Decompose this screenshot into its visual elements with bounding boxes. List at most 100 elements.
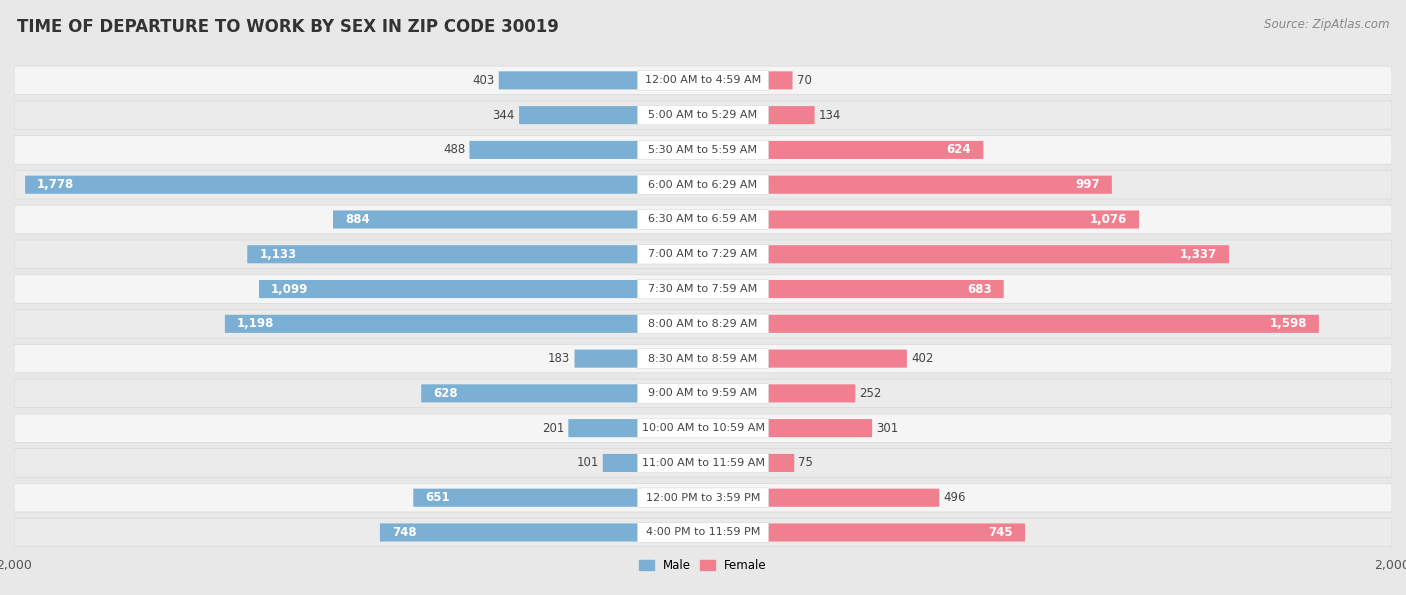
FancyBboxPatch shape <box>769 315 1319 333</box>
FancyBboxPatch shape <box>14 309 1392 338</box>
FancyBboxPatch shape <box>637 349 769 368</box>
Text: 8:00 AM to 8:29 AM: 8:00 AM to 8:29 AM <box>648 319 758 329</box>
FancyBboxPatch shape <box>769 384 855 402</box>
FancyBboxPatch shape <box>769 280 1004 298</box>
Text: 12:00 PM to 3:59 PM: 12:00 PM to 3:59 PM <box>645 493 761 503</box>
FancyBboxPatch shape <box>14 66 1392 95</box>
FancyBboxPatch shape <box>14 205 1392 234</box>
FancyBboxPatch shape <box>14 170 1392 199</box>
FancyBboxPatch shape <box>637 71 769 90</box>
FancyBboxPatch shape <box>637 210 769 229</box>
Text: 1,198: 1,198 <box>238 317 274 330</box>
Text: 4:00 PM to 11:59 PM: 4:00 PM to 11:59 PM <box>645 528 761 537</box>
Text: Source: ZipAtlas.com: Source: ZipAtlas.com <box>1264 18 1389 31</box>
Text: 997: 997 <box>1076 178 1099 191</box>
FancyBboxPatch shape <box>769 106 814 124</box>
FancyBboxPatch shape <box>637 418 769 438</box>
Text: 745: 745 <box>988 526 1012 539</box>
Text: 7:00 AM to 7:29 AM: 7:00 AM to 7:29 AM <box>648 249 758 259</box>
Text: TIME OF DEPARTURE TO WORK BY SEX IN ZIP CODE 30019: TIME OF DEPARTURE TO WORK BY SEX IN ZIP … <box>17 18 558 36</box>
FancyBboxPatch shape <box>259 280 637 298</box>
FancyBboxPatch shape <box>14 414 1392 443</box>
Text: 252: 252 <box>859 387 882 400</box>
Text: 5:00 AM to 5:29 AM: 5:00 AM to 5:29 AM <box>648 110 758 120</box>
Text: 75: 75 <box>799 456 813 469</box>
FancyBboxPatch shape <box>637 140 769 159</box>
Text: 884: 884 <box>344 213 370 226</box>
Text: 183: 183 <box>548 352 571 365</box>
Text: 1,133: 1,133 <box>259 248 297 261</box>
Text: 5:30 AM to 5:59 AM: 5:30 AM to 5:59 AM <box>648 145 758 155</box>
Text: 134: 134 <box>818 109 841 121</box>
FancyBboxPatch shape <box>637 384 769 403</box>
FancyBboxPatch shape <box>14 136 1392 164</box>
FancyBboxPatch shape <box>14 484 1392 512</box>
Text: 402: 402 <box>911 352 934 365</box>
FancyBboxPatch shape <box>519 106 637 124</box>
Text: 624: 624 <box>946 143 972 156</box>
Text: 403: 403 <box>472 74 495 87</box>
Text: 9:00 AM to 9:59 AM: 9:00 AM to 9:59 AM <box>648 389 758 399</box>
FancyBboxPatch shape <box>25 176 637 194</box>
FancyBboxPatch shape <box>637 488 769 508</box>
Text: 1,778: 1,778 <box>37 178 75 191</box>
Text: 344: 344 <box>492 109 515 121</box>
FancyBboxPatch shape <box>14 379 1392 408</box>
FancyBboxPatch shape <box>637 245 769 264</box>
FancyBboxPatch shape <box>637 453 769 472</box>
Text: 8:30 AM to 8:59 AM: 8:30 AM to 8:59 AM <box>648 353 758 364</box>
FancyBboxPatch shape <box>225 315 637 333</box>
Text: 11:00 AM to 11:59 AM: 11:00 AM to 11:59 AM <box>641 458 765 468</box>
Text: 12:00 AM to 4:59 AM: 12:00 AM to 4:59 AM <box>645 76 761 85</box>
FancyBboxPatch shape <box>14 449 1392 477</box>
FancyBboxPatch shape <box>769 349 907 368</box>
Text: 70: 70 <box>797 74 811 87</box>
FancyBboxPatch shape <box>769 211 1139 228</box>
Text: 1,099: 1,099 <box>271 283 308 296</box>
Text: 1,337: 1,337 <box>1180 248 1218 261</box>
Text: 7:30 AM to 7:59 AM: 7:30 AM to 7:59 AM <box>648 284 758 294</box>
FancyBboxPatch shape <box>14 345 1392 373</box>
FancyBboxPatch shape <box>14 275 1392 303</box>
FancyBboxPatch shape <box>413 488 637 507</box>
FancyBboxPatch shape <box>769 454 794 472</box>
FancyBboxPatch shape <box>499 71 637 89</box>
Text: 651: 651 <box>426 491 450 504</box>
FancyBboxPatch shape <box>637 523 769 542</box>
Text: 301: 301 <box>876 422 898 435</box>
FancyBboxPatch shape <box>470 141 637 159</box>
Text: 488: 488 <box>443 143 465 156</box>
FancyBboxPatch shape <box>575 349 637 368</box>
FancyBboxPatch shape <box>422 384 637 402</box>
FancyBboxPatch shape <box>637 175 769 195</box>
Text: 101: 101 <box>576 456 599 469</box>
Text: 628: 628 <box>433 387 458 400</box>
FancyBboxPatch shape <box>769 245 1229 264</box>
Legend: Male, Female: Male, Female <box>634 555 772 577</box>
FancyBboxPatch shape <box>769 71 793 89</box>
FancyBboxPatch shape <box>14 101 1392 129</box>
FancyBboxPatch shape <box>637 105 769 125</box>
FancyBboxPatch shape <box>14 518 1392 547</box>
FancyBboxPatch shape <box>568 419 637 437</box>
FancyBboxPatch shape <box>637 314 769 334</box>
Text: 748: 748 <box>392 526 416 539</box>
FancyBboxPatch shape <box>769 176 1112 194</box>
FancyBboxPatch shape <box>333 211 637 228</box>
Text: 6:00 AM to 6:29 AM: 6:00 AM to 6:29 AM <box>648 180 758 190</box>
Text: 496: 496 <box>943 491 966 504</box>
FancyBboxPatch shape <box>769 419 872 437</box>
FancyBboxPatch shape <box>769 488 939 507</box>
FancyBboxPatch shape <box>603 454 637 472</box>
FancyBboxPatch shape <box>14 240 1392 268</box>
FancyBboxPatch shape <box>380 524 637 541</box>
FancyBboxPatch shape <box>769 524 1025 541</box>
Text: 1,598: 1,598 <box>1270 317 1306 330</box>
Text: 201: 201 <box>541 422 564 435</box>
Text: 683: 683 <box>967 283 991 296</box>
FancyBboxPatch shape <box>769 141 983 159</box>
Text: 6:30 AM to 6:59 AM: 6:30 AM to 6:59 AM <box>648 214 758 224</box>
Text: 10:00 AM to 10:59 AM: 10:00 AM to 10:59 AM <box>641 423 765 433</box>
FancyBboxPatch shape <box>247 245 637 264</box>
FancyBboxPatch shape <box>637 279 769 299</box>
